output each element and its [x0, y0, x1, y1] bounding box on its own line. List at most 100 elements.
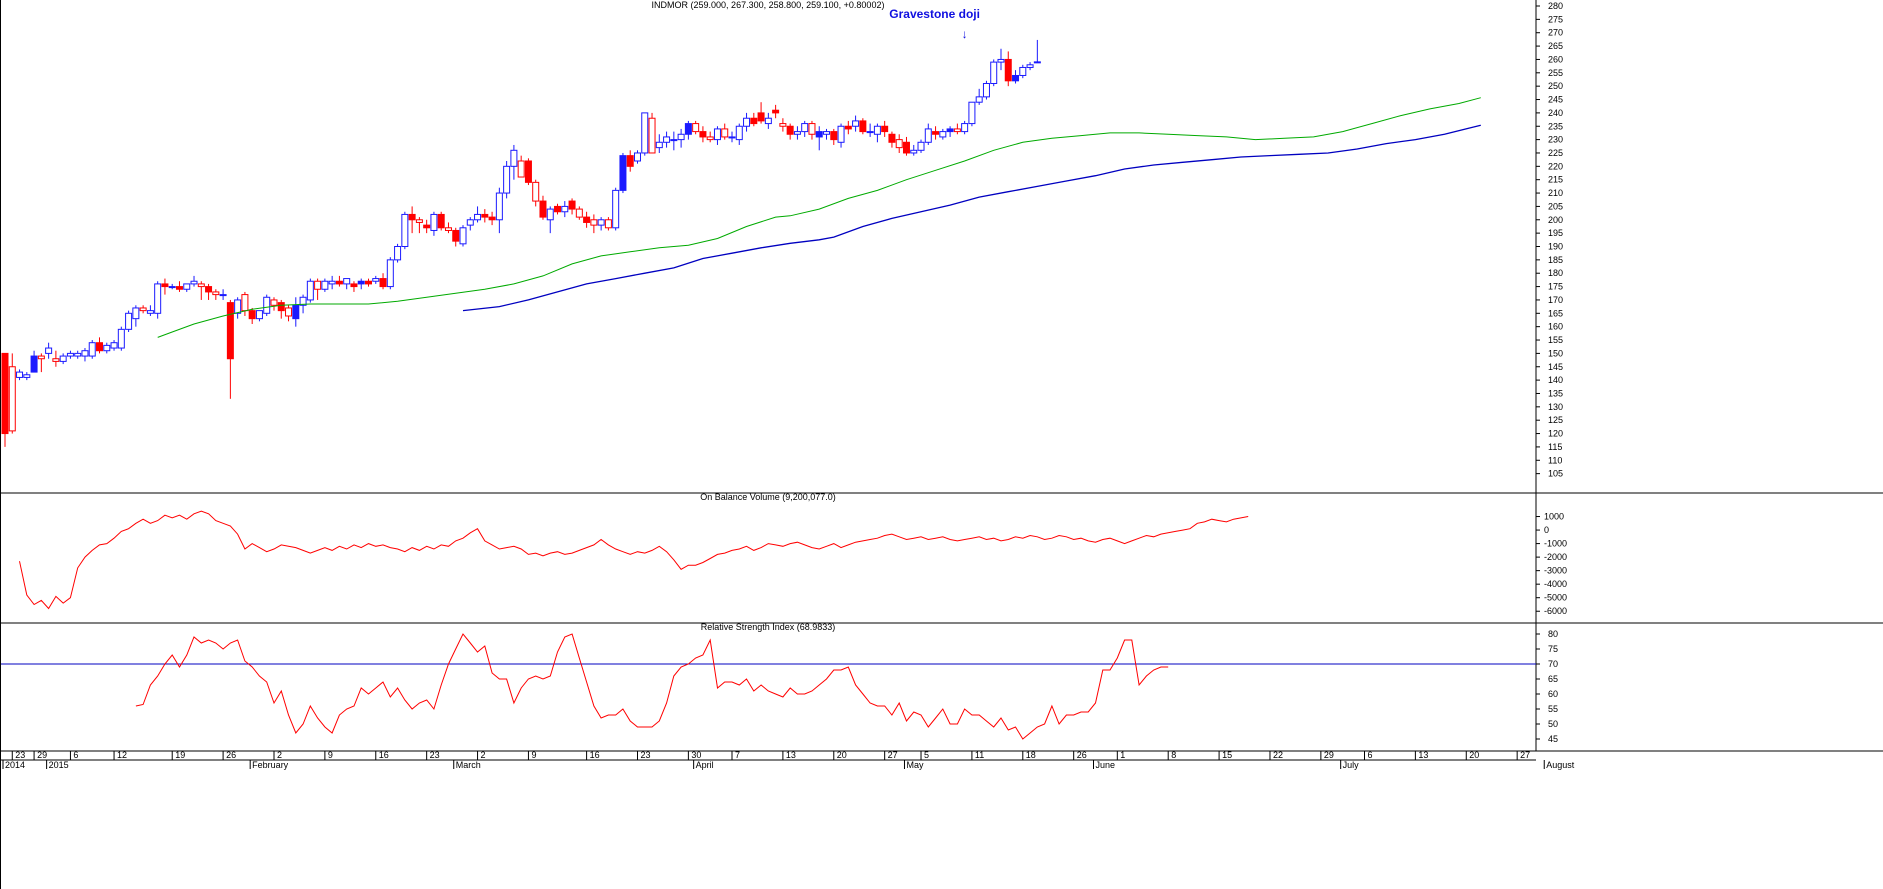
candle-body: [277, 302, 285, 312]
y-tick-label: 70: [1548, 659, 1558, 669]
candle-body: [539, 200, 547, 218]
candle-body: [423, 224, 431, 229]
candle-body: [561, 205, 569, 213]
candle-body: [96, 342, 104, 352]
y-tick-label: 180: [1548, 268, 1563, 278]
x-day-tick-label: 6: [73, 750, 78, 760]
candle-body: [932, 131, 940, 135]
price-panel-title: INDMOR (259.000, 267.300, 258.800, 259.1…: [652, 0, 885, 10]
candle-body: [583, 216, 591, 223]
candle-body: [81, 350, 89, 357]
candle-body: [117, 328, 125, 349]
price-panel: INDMOR (259.000, 267.300, 258.800, 259.1…: [0, 0, 1883, 494]
candle-body: [444, 227, 452, 231]
candle-body: [946, 128, 954, 133]
candle-body: [808, 123, 816, 135]
candle-body: [175, 286, 183, 290]
candle-body: [1026, 64, 1034, 68]
y-tick-label: 0: [1544, 525, 1549, 535]
x-day-tick-label: 26: [226, 750, 236, 760]
candle-body: [961, 123, 969, 133]
candle-body: [757, 112, 765, 122]
candle-body: [837, 125, 845, 143]
candle-body: [532, 181, 540, 202]
y-tick-label: 270: [1548, 28, 1563, 38]
candle-body: [524, 160, 532, 183]
candle-body: [270, 299, 278, 306]
x-day-tick-label: 22: [1273, 750, 1283, 760]
y-tick-label: 155: [1548, 335, 1563, 345]
candle-body: [168, 286, 176, 289]
x-period-label: 2015: [49, 760, 69, 770]
candle-body: [713, 128, 721, 141]
y-tick-label: 160: [1548, 322, 1563, 332]
candle-body: [139, 307, 147, 312]
x-day-tick-label: 5: [924, 750, 929, 760]
candle-body: [197, 283, 205, 288]
candle-body: [677, 133, 685, 141]
candle-body: [415, 219, 423, 223]
y-tick-label: 205: [1548, 201, 1563, 211]
candle-body: [350, 283, 358, 288]
x-day-tick-label: 8: [1171, 750, 1176, 760]
x-day-tick-label: 12: [117, 750, 127, 760]
candle-body: [146, 310, 154, 314]
y-tick-label: 230: [1548, 135, 1563, 145]
y-tick-label: -4000: [1544, 579, 1567, 589]
x-day-tick-label: 27: [888, 750, 898, 760]
candle-body: [997, 58, 1005, 63]
y-tick-label: 185: [1548, 255, 1563, 265]
x-day-tick-label: 18: [1026, 750, 1036, 760]
rsi-series-line: [135, 633, 1169, 740]
moving-average-slow-line: [462, 124, 1481, 312]
x-day-tick-label: 30: [691, 750, 701, 760]
x-period-label: April: [696, 760, 714, 770]
candle-body: [968, 101, 976, 125]
candle-body: [459, 227, 467, 245]
candle-body: [852, 120, 860, 127]
candle-body: [161, 283, 169, 288]
y-tick-label: 220: [1548, 161, 1563, 171]
moving-average-fast-line: [157, 97, 1481, 338]
candle-body: [16, 371, 24, 378]
y-tick-label: 50: [1548, 719, 1558, 729]
candle-body: [248, 310, 256, 320]
candle-body: [328, 280, 336, 285]
candle-body: [633, 152, 641, 162]
candle-body: [1019, 66, 1027, 76]
x-period-label: 2014: [5, 760, 25, 770]
y-tick-label: 170: [1548, 295, 1563, 305]
y-tick-label: 195: [1548, 228, 1563, 238]
y-tick-label: 145: [1548, 362, 1563, 372]
candle-body: [1033, 61, 1041, 64]
candle-body: [125, 312, 133, 330]
candle-body: [30, 355, 38, 373]
candle-body: [706, 136, 714, 141]
candle-body: [37, 355, 45, 360]
candle-body: [801, 123, 809, 133]
x-day-tick-label: 15: [1222, 750, 1232, 760]
candle-body: [823, 131, 831, 135]
y-tick-label: 275: [1548, 14, 1563, 24]
candle-body: [357, 280, 365, 285]
candle-body: [510, 149, 518, 167]
x-day-tick-label: 6: [1367, 750, 1372, 760]
candle-body: [735, 125, 743, 141]
candle-body: [285, 307, 293, 317]
candle-body: [401, 213, 409, 247]
obv-panel: On Balance Volume (9,200,077.0) 1000 0 -10…: [0, 492, 1883, 624]
candle-body: [793, 131, 801, 135]
candle-body: [103, 344, 111, 352]
candle-body: [255, 310, 263, 320]
x-day-tick-label: 26: [1077, 750, 1087, 760]
y-tick-label: 250: [1548, 81, 1563, 91]
x-day-tick-label: 2: [481, 750, 486, 760]
candle-body: [728, 136, 736, 139]
candle-body: [66, 352, 74, 357]
y-tick-label: 175: [1548, 282, 1563, 292]
x-axis: 23 29 6 12 19 26 2 9 16 23 2 9 16 23 30 7 13 20 27 5 11 18 26 1…: [0, 750, 1575, 770]
candle-body: [626, 155, 634, 167]
y-tick-label: 215: [1548, 175, 1563, 185]
y-tick-label: -6000: [1544, 606, 1567, 616]
